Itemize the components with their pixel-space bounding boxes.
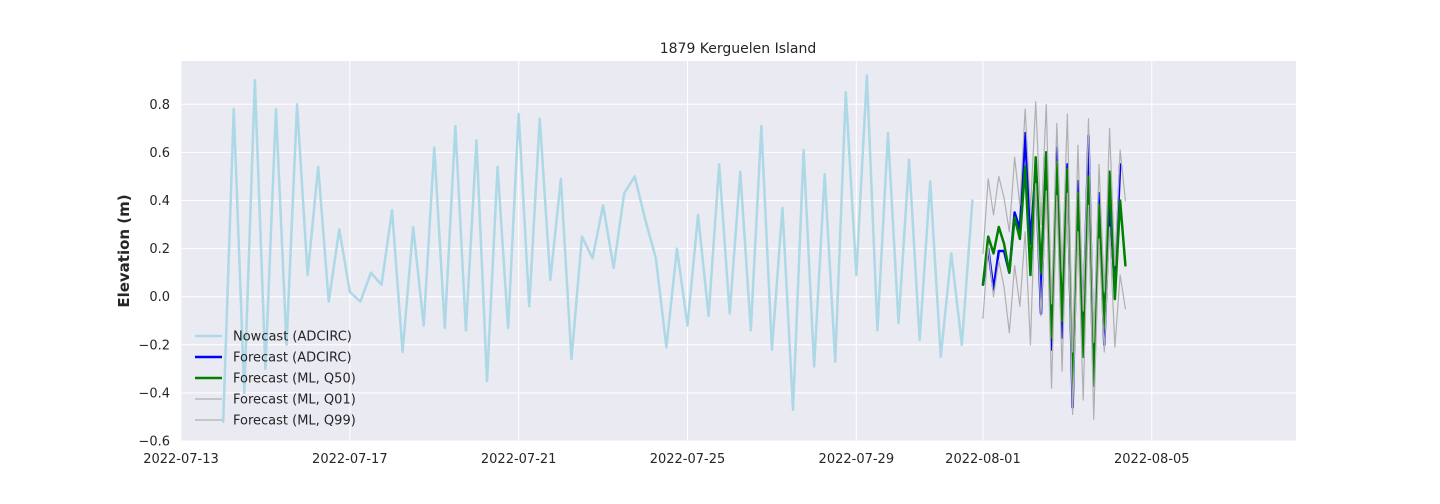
- grid-lines: [180, 61, 1296, 442]
- tick-labels: −0.6 −0.4 −0.2 0.0 0.2 0.4 0.6 0.8 2022-07-13 202…: [138, 98, 1189, 467]
- x-tick-label: 2022-07-13: [143, 452, 219, 467]
- y-axis-label: Elevation (m): [115, 194, 133, 307]
- y-tick-label: 0.2: [149, 242, 170, 257]
- legend-label: Forecast (ML, Q50): [233, 372, 356, 387]
- legend-label: Forecast (ADCIRC): [233, 351, 352, 366]
- y-tick-label: −0.2: [138, 338, 170, 353]
- y-tick-label: 0.8: [149, 98, 170, 113]
- x-tick-label: 2022-07-25: [650, 452, 726, 467]
- series-line: [982, 101, 1127, 353]
- legend-label: Forecast (ML, Q99): [233, 414, 356, 429]
- legend-label: Forecast (ML, Q01): [233, 393, 356, 408]
- x-tick-label: 2022-07-29: [819, 452, 895, 467]
- x-tick-label: 2022-08-01: [945, 452, 1021, 467]
- chart-title: 1879 Kerguelen Island: [660, 41, 817, 57]
- y-tick-label: −0.4: [138, 386, 170, 401]
- series-line: [981, 151, 1127, 390]
- series-line: [221, 74, 974, 424]
- legend: Nowcast (ADCIRC) Forecast (ADCIRC) Forecas…: [195, 330, 356, 429]
- series-layer: [221, 74, 1127, 424]
- y-tick-label: 0.4: [149, 194, 170, 209]
- y-tick-label: 0.6: [149, 146, 170, 161]
- x-tick-label: 2022-08-05: [1114, 452, 1190, 467]
- legend-label: Nowcast (ADCIRC): [233, 330, 352, 345]
- y-tick-label: −0.6: [138, 435, 170, 450]
- x-tick-label: 2022-07-17: [312, 452, 388, 467]
- series-line: [982, 183, 1127, 420]
- x-tick-label: 2022-07-21: [481, 452, 557, 467]
- y-tick-label: 0.0: [149, 290, 170, 305]
